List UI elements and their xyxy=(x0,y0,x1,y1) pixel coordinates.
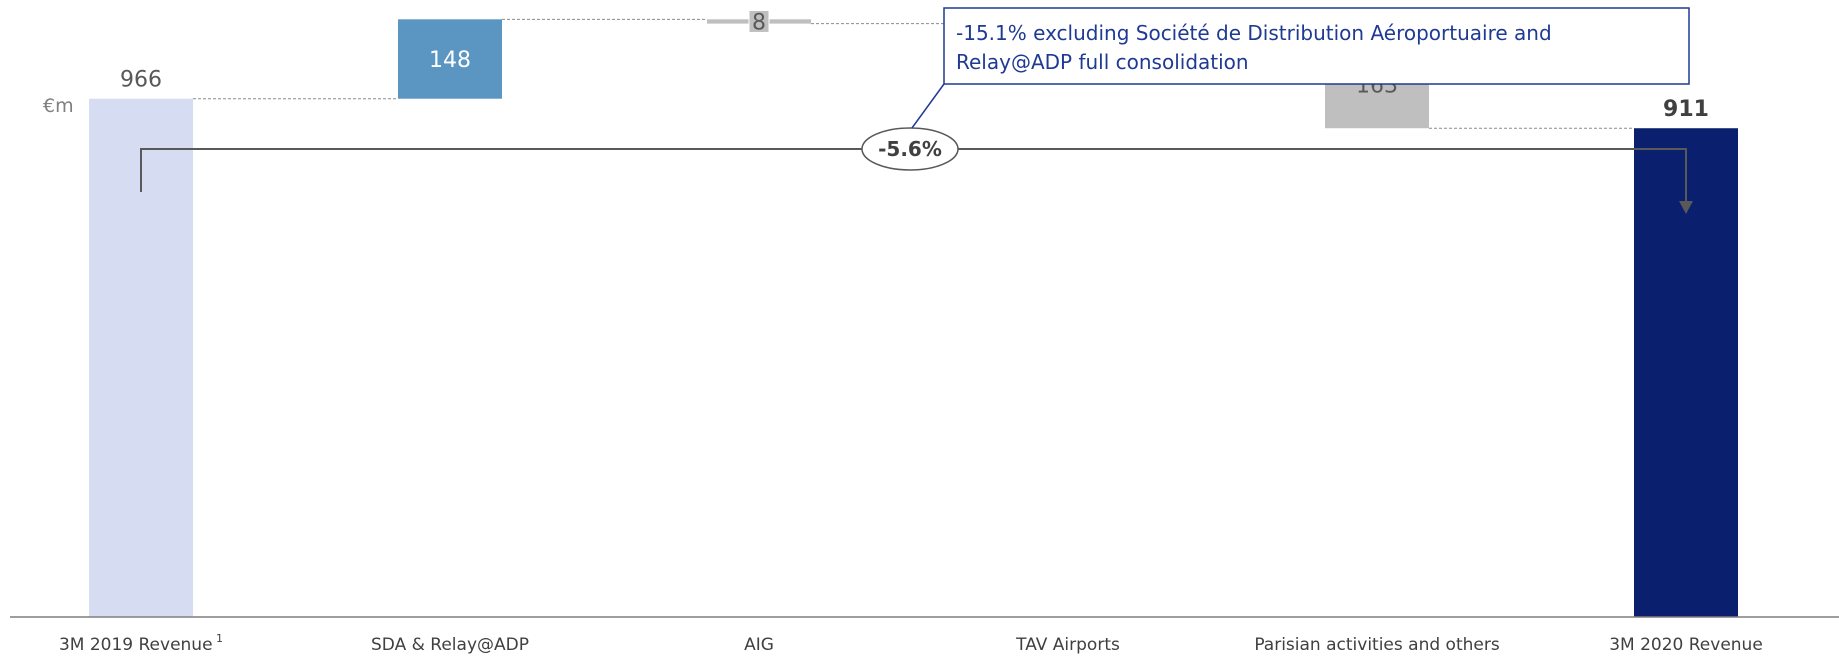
bracket-arrowhead xyxy=(1679,201,1693,214)
annotation-callout: -15.1% excluding Société de Distribution… xyxy=(911,7,1690,129)
bar-2 xyxy=(398,19,502,99)
value-label-box xyxy=(748,9,770,33)
value-label: 148 xyxy=(429,48,471,73)
change-ellipse xyxy=(861,127,959,171)
annotation-text-line: Relay@ADP full consolidation xyxy=(956,50,1249,74)
annotation-text-line: -15.1% excluding Société de Distribution… xyxy=(956,21,1552,45)
category-label: 3M 2020 Revenue xyxy=(1609,635,1763,655)
category-label: 3M 2019 Revenue 1 xyxy=(59,632,223,655)
bars-group xyxy=(89,19,1738,618)
value-label: 966 xyxy=(120,68,162,93)
value-label: 8 xyxy=(752,10,766,35)
category-label: Parisian activities and others xyxy=(1254,635,1500,655)
annotation-pointer xyxy=(911,83,945,129)
footnote-marker: 1 xyxy=(213,632,224,645)
change-label: -5.6% xyxy=(878,137,942,161)
annotation-box xyxy=(943,7,1690,85)
value-label: 911 xyxy=(1663,97,1709,122)
category-label: AIG xyxy=(744,635,774,655)
change-bracket: -5.6% xyxy=(140,127,1693,214)
category-label: SDA & Relay@ADP xyxy=(371,635,529,655)
category-labels-group: 3M 2019 Revenue 1 SDA & Relay@ADP AIG TAV A… xyxy=(59,632,1763,655)
unit-label: €m xyxy=(43,95,74,117)
category-label: TAV Airports xyxy=(1015,635,1120,655)
